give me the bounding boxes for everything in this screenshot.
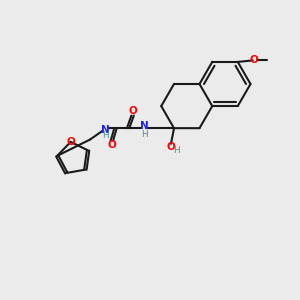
Text: O: O xyxy=(107,140,116,150)
Text: O: O xyxy=(66,137,75,147)
Text: H: H xyxy=(141,130,147,139)
Text: O: O xyxy=(250,56,259,65)
Text: O: O xyxy=(167,142,176,152)
Text: N: N xyxy=(140,121,149,131)
Text: O: O xyxy=(128,106,137,116)
Text: H: H xyxy=(173,146,180,155)
Text: H: H xyxy=(102,131,109,140)
Text: N: N xyxy=(100,125,109,135)
